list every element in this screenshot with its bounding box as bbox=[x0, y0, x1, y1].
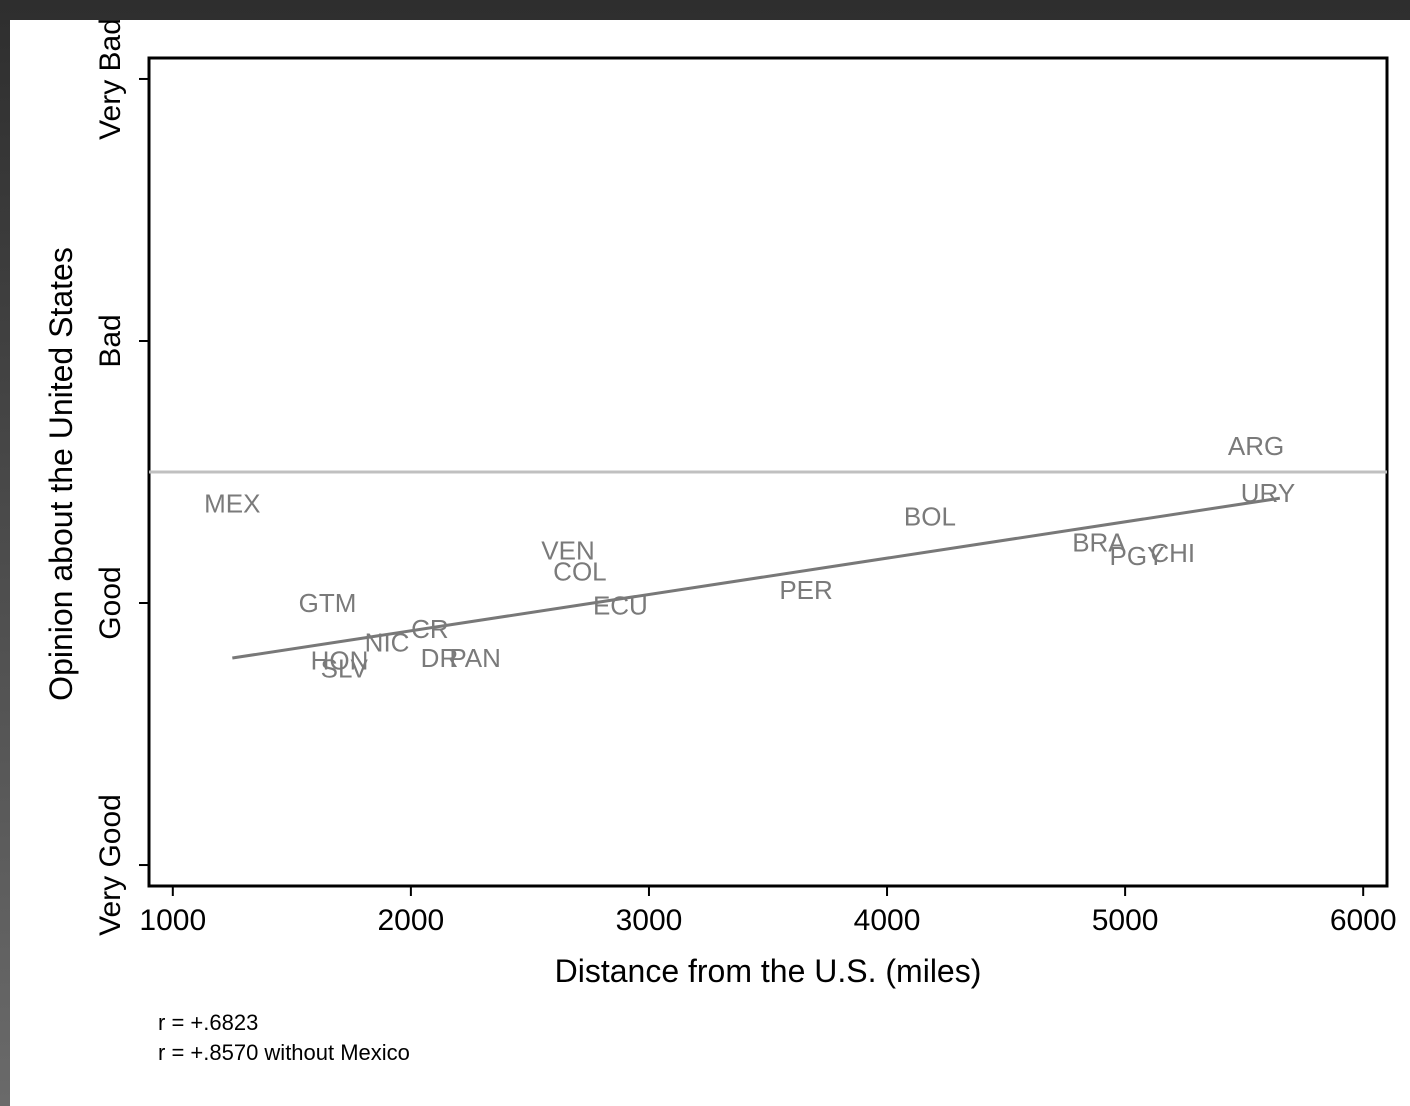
y-axis-title: Opinion about the United States bbox=[43, 247, 79, 701]
fit-line bbox=[232, 496, 1281, 660]
chart-panel: MEX GTM HON SLV NIC CR DR PAN VEN COL ECU PER BOL BRA… bbox=[10, 20, 1410, 1106]
point-label-dr: DR bbox=[421, 643, 459, 673]
y-tick-label: Very Good bbox=[94, 794, 127, 936]
point-label-hon: HON bbox=[311, 646, 369, 676]
y-axis: Very Good Good Bad Very Bad bbox=[94, 20, 149, 936]
point-label-pgy: PGY bbox=[1110, 541, 1165, 571]
x-axis: 1000 2000 3000 4000 5000 6000 bbox=[139, 886, 1397, 937]
point-label-chi: CHI bbox=[1150, 538, 1195, 568]
fit-line-layer bbox=[232, 496, 1281, 660]
point-label-arg: ARG bbox=[1228, 431, 1284, 461]
point-label-slv: SLV bbox=[321, 654, 369, 684]
x-tick-label: 6000 bbox=[1330, 904, 1397, 937]
y-tick-label: Bad bbox=[94, 314, 127, 367]
point-label-cr: CR bbox=[411, 614, 449, 644]
point-label-bra: BRA bbox=[1072, 528, 1126, 558]
x-tick-label: 1000 bbox=[139, 904, 206, 937]
correlation-note: r = +.6823 bbox=[158, 1010, 258, 1035]
point-label-nic: NIC bbox=[365, 627, 410, 657]
point-label-ven: VEN bbox=[541, 536, 594, 566]
point-label-ecu: ECU bbox=[593, 591, 648, 621]
point-label-col: COL bbox=[553, 557, 606, 587]
point-label-pan: PAN bbox=[449, 643, 501, 673]
y-tick-label: Good bbox=[94, 566, 127, 639]
x-axis-title: Distance from the U.S. (miles) bbox=[555, 953, 982, 989]
x-tick-label: 2000 bbox=[378, 904, 445, 937]
point-label-gtm: GTM bbox=[299, 588, 357, 618]
x-tick-label: 4000 bbox=[854, 904, 921, 937]
point-label-mex: MEX bbox=[204, 488, 260, 518]
x-tick-label: 3000 bbox=[616, 904, 683, 937]
point-label-ury: URY bbox=[1241, 478, 1295, 508]
point-label-bol: BOL bbox=[904, 502, 956, 532]
y-tick-label: Very Bad bbox=[94, 20, 127, 140]
x-tick-label: 5000 bbox=[1092, 904, 1159, 937]
point-label-per: PER bbox=[779, 575, 832, 605]
correlation-note-without-mexico: r = +.8570 without Mexico bbox=[158, 1040, 410, 1065]
